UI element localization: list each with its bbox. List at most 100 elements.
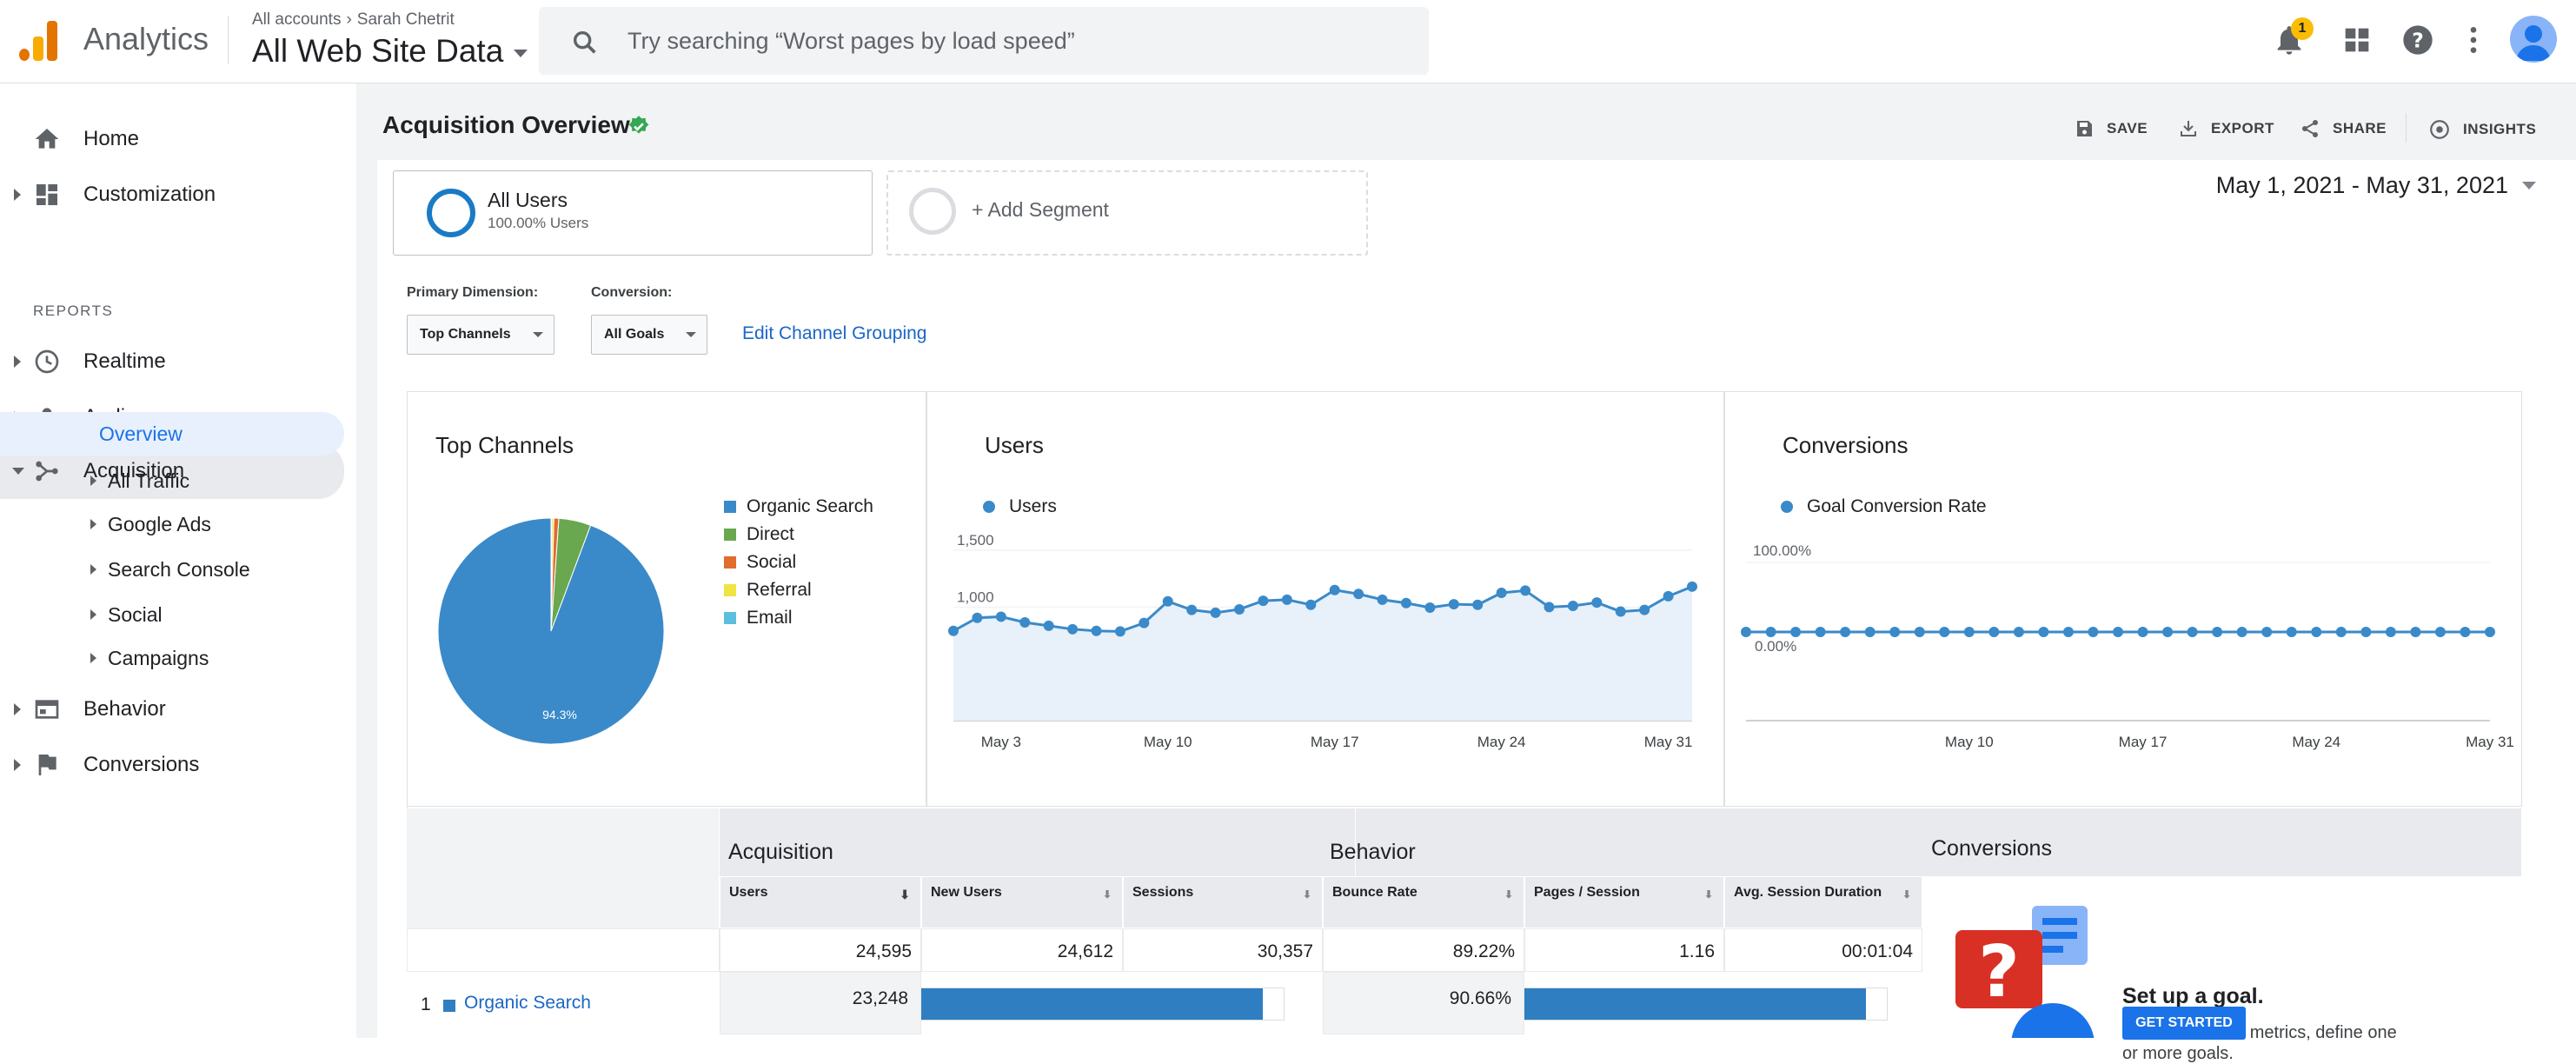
sidebar-item-behavior[interactable]: Behavior xyxy=(0,683,344,735)
verified-check-icon xyxy=(628,116,649,134)
save-button[interactable]: SAVE xyxy=(2074,118,2148,139)
property-selector[interactable]: All Web Site Data xyxy=(252,33,528,70)
sidebar-item-conversions[interactable]: Conversions xyxy=(0,739,344,791)
all-accounts-link[interactable]: All accounts xyxy=(252,10,342,29)
row-channel-link[interactable]: Organic Search xyxy=(464,993,591,1013)
segment-ring-icon xyxy=(427,189,475,237)
sidebar-item-label: Social xyxy=(108,602,163,626)
totals-label-cell xyxy=(407,928,720,972)
x-tick-label: May 31 xyxy=(1644,734,1693,750)
legend-dot xyxy=(983,501,995,513)
sidebar-subitem-social[interactable]: Social xyxy=(0,593,344,636)
data-point xyxy=(1815,627,1826,637)
column-header-users[interactable]: Users ⬇ xyxy=(720,876,921,928)
behavior-group-header xyxy=(1356,808,1990,876)
conversions-chart: Conversions Goal Conversion Rate 100.00%… xyxy=(1724,391,2522,807)
data-point xyxy=(995,611,1006,622)
person-icon xyxy=(2516,25,2551,61)
sort-icon: ⬇ xyxy=(1302,888,1311,901)
search-bar[interactable] xyxy=(539,7,1429,75)
download-icon xyxy=(2181,121,2196,136)
analytics-logo-icon[interactable] xyxy=(19,21,59,61)
legend-label: Direct xyxy=(747,524,794,544)
x-tick-label: May 10 xyxy=(1144,734,1192,750)
total-users: 24,595 xyxy=(720,928,921,972)
sidebar-item-home[interactable]: Home xyxy=(0,113,344,165)
column-header-avg-session-duration[interactable]: Avg. Session Duration ⬇ xyxy=(1724,876,1922,928)
y-tick-label: 1,000 xyxy=(957,589,994,605)
conversion-label: Conversion: xyxy=(591,285,673,300)
main-content: Acquisition Overview SAVE EXPORT SHARE I… xyxy=(356,83,2576,1063)
row-color-swatch xyxy=(443,1000,455,1012)
data-point xyxy=(1544,602,1555,613)
add-segment-button[interactable]: + Add Segment xyxy=(886,170,1368,256)
account-breadcrumb[interactable]: All accounts › Sarah Chetrit xyxy=(252,10,455,30)
data-point xyxy=(1043,620,1054,631)
sidebar-subitem-search-console[interactable]: Search Console xyxy=(0,548,344,591)
legend-swatch xyxy=(724,584,736,596)
apps-grid-icon[interactable] xyxy=(2340,23,2374,57)
export-button[interactable]: EXPORT xyxy=(2178,118,2274,139)
legend-swatch xyxy=(724,612,736,624)
total-avg-session-duration: 00:01:04 xyxy=(1724,928,1922,972)
segment-all-users[interactable]: All Users 100.00% Users xyxy=(393,170,873,256)
sidebar-item-label: Customization xyxy=(83,183,216,206)
column-header-sessions[interactable]: Sessions ⬇ xyxy=(1123,876,1323,928)
share-button[interactable]: SHARE xyxy=(2300,118,2387,139)
more-vert-icon[interactable] xyxy=(2456,23,2491,57)
sidebar: Home Customization REPORTS Realtime Audi… xyxy=(0,83,356,1038)
get-started-button[interactable]: GET STARTED xyxy=(2122,1007,2246,1040)
date-range-picker[interactable]: May 1, 2021 - May 31, 2021 xyxy=(2216,172,2536,199)
column-header-pages-per-session[interactable]: Pages / Session ⬇ xyxy=(1524,876,1724,928)
legend-swatch xyxy=(724,556,736,569)
data-point xyxy=(2062,627,2074,637)
sidebar-subitem-google-ads[interactable]: Google Ads xyxy=(0,502,344,546)
column-header-new-users[interactable]: New Users ⬇ xyxy=(921,876,1123,928)
table-row: 1 Organic Search xyxy=(407,972,720,1038)
sidebar-item-label: Acquisition xyxy=(83,459,185,482)
conversions-group-header xyxy=(1921,808,2522,876)
data-point xyxy=(1864,627,1876,637)
help-icon[interactable]: ? xyxy=(2400,23,2435,57)
data-point xyxy=(2434,627,2446,637)
data-point xyxy=(1988,627,2000,637)
collapse-arrow-icon xyxy=(12,468,24,475)
sidebar-item-label: Google Ads xyxy=(108,512,211,535)
chevron-right-icon: › xyxy=(346,10,352,29)
svg-text:?: ? xyxy=(2412,28,2424,52)
pie-slice xyxy=(550,517,553,632)
chart-legend: Organic Search Direct Social Referral Em… xyxy=(724,493,873,632)
insights-button[interactable]: INSIGHTS xyxy=(2428,118,2536,141)
share-icon xyxy=(2302,120,2318,137)
x-tick-label: May 17 xyxy=(1311,734,1359,750)
data-point xyxy=(1567,601,1578,612)
sidebar-subitem-all-traffic[interactable]: All Traffic xyxy=(0,459,344,502)
account-name[interactable]: Sarah Chetrit xyxy=(356,10,455,29)
behavior-group-title: Behavior xyxy=(1330,840,1416,864)
x-tick-label: May 10 xyxy=(1945,734,1994,750)
row-bounce-value: 90.66% xyxy=(1449,988,1511,1008)
edit-channel-grouping-link[interactable]: Edit Channel Grouping xyxy=(742,323,927,343)
sidebar-item-realtime[interactable]: Realtime xyxy=(0,336,344,388)
sidebar-subitem-campaigns[interactable]: Campaigns xyxy=(0,636,344,680)
data-point xyxy=(972,612,983,623)
insights-label: INSIGHTS xyxy=(2463,121,2537,137)
acquisition-group-title: Acquisition xyxy=(728,840,833,864)
sidebar-item-customization[interactable]: Customization xyxy=(0,169,344,221)
legend-label: Organic Search xyxy=(747,496,873,516)
data-point xyxy=(1186,604,1198,615)
data-point xyxy=(1258,595,1269,607)
account-avatar[interactable] xyxy=(2510,16,2557,63)
search-input[interactable] xyxy=(626,19,1391,63)
app-name[interactable]: Analytics xyxy=(83,21,209,57)
expand-arrow-icon xyxy=(90,519,96,529)
primary-dimension-select[interactable]: Top Channels xyxy=(407,315,554,355)
caret-down-icon xyxy=(533,332,543,337)
insights-icon xyxy=(2430,120,2449,139)
conversion-select[interactable]: All Goals xyxy=(591,315,707,355)
column-header-bounce-rate[interactable]: Bounce Rate ⬇ xyxy=(1323,876,1524,928)
data-point xyxy=(2385,627,2396,637)
sidebar-subitem-overview[interactable]: Overview xyxy=(0,412,344,456)
total-new-users: 24,612 xyxy=(921,928,1123,972)
segment-ring-icon xyxy=(909,188,956,235)
